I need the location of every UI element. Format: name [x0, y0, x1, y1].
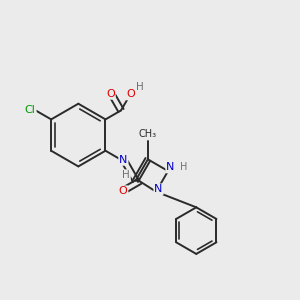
Text: N: N [154, 184, 163, 194]
Text: O: O [119, 186, 128, 196]
Text: CH₃: CH₃ [139, 129, 157, 139]
Text: H: H [136, 82, 143, 92]
Text: N: N [119, 155, 128, 165]
Text: N: N [166, 162, 175, 172]
Text: H: H [180, 162, 187, 172]
Text: Cl: Cl [25, 105, 36, 115]
Text: O: O [106, 89, 115, 99]
Text: H: H [122, 170, 130, 180]
Text: O: O [126, 89, 135, 99]
